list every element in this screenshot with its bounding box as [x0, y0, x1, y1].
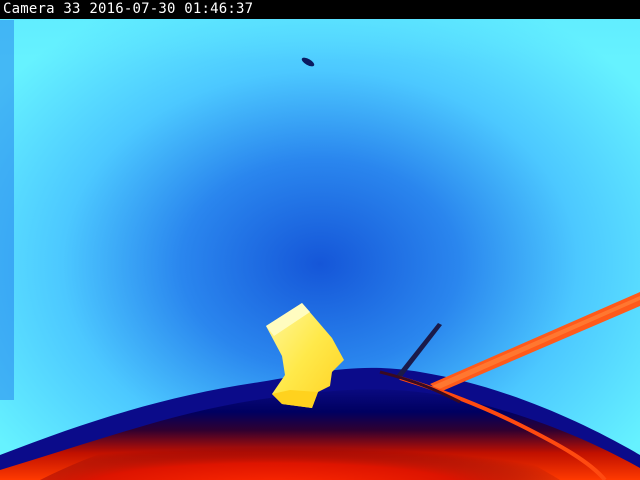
camera-label: Camera 33 — [3, 1, 81, 17]
osd-caption: Camera 33 2016-07-30 01:46:37 — [3, 1, 253, 17]
osd-caption-bar: Camera 33 2016-07-30 01:46:37 — [0, 0, 640, 19]
timestamp: 2016-07-30 01:46:37 — [89, 1, 254, 17]
